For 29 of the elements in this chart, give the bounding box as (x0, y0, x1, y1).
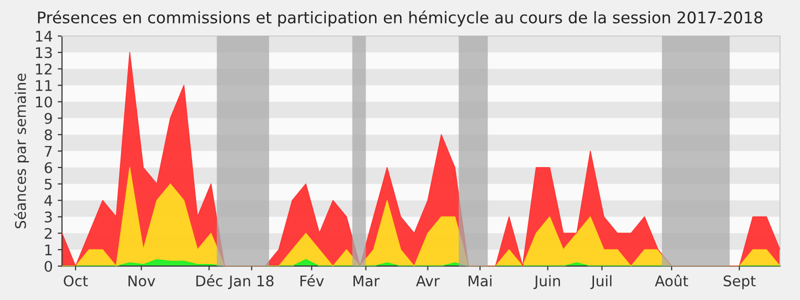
y-tick-label: 9 (44, 112, 52, 124)
x-tick-label: Mar (354, 276, 380, 286)
y-tick-label: 13 (36, 47, 52, 58)
y-tick-label: 7 (44, 146, 52, 157)
y-tick-label: 8 (44, 129, 52, 140)
y-tick-label: 3 (44, 212, 52, 223)
x-tick-label: Fév (300, 274, 324, 286)
y-tick-label: 6 (44, 162, 52, 174)
x-tick-label: Avr (416, 276, 440, 286)
y-tick-label: 0 (44, 260, 52, 272)
y-tick-label: 10 (36, 96, 52, 108)
x-tick-label: Déc (196, 274, 222, 286)
x-tick-label: Jan 18 (228, 275, 274, 290)
y-tick-label: 11 (36, 80, 52, 91)
x-tick-label: Août (654, 274, 688, 286)
x-tick-label: Nov (128, 276, 156, 286)
x-tick-label: Oct (64, 275, 88, 286)
y-tick-label: 12 (36, 64, 52, 74)
y-tick-label: 4 (44, 195, 52, 206)
x-tick-label: Mai (468, 275, 492, 286)
x-tick-label: Juil (590, 275, 612, 290)
x-tick-label: Sept (724, 275, 756, 290)
chart-title: Présences en commissions et participation en hémicycle au cours de la session 2017-2018 (38, 10, 762, 27)
y-tick-label: 5 (44, 178, 52, 190)
y-tick-label: 14 (36, 30, 52, 42)
y-tick-label: 1 (45, 244, 52, 256)
y-tick-label: 2 (44, 228, 52, 239)
y-axis-title: Séances par semaine (14, 74, 29, 228)
x-tick-label: Juin (534, 275, 560, 290)
